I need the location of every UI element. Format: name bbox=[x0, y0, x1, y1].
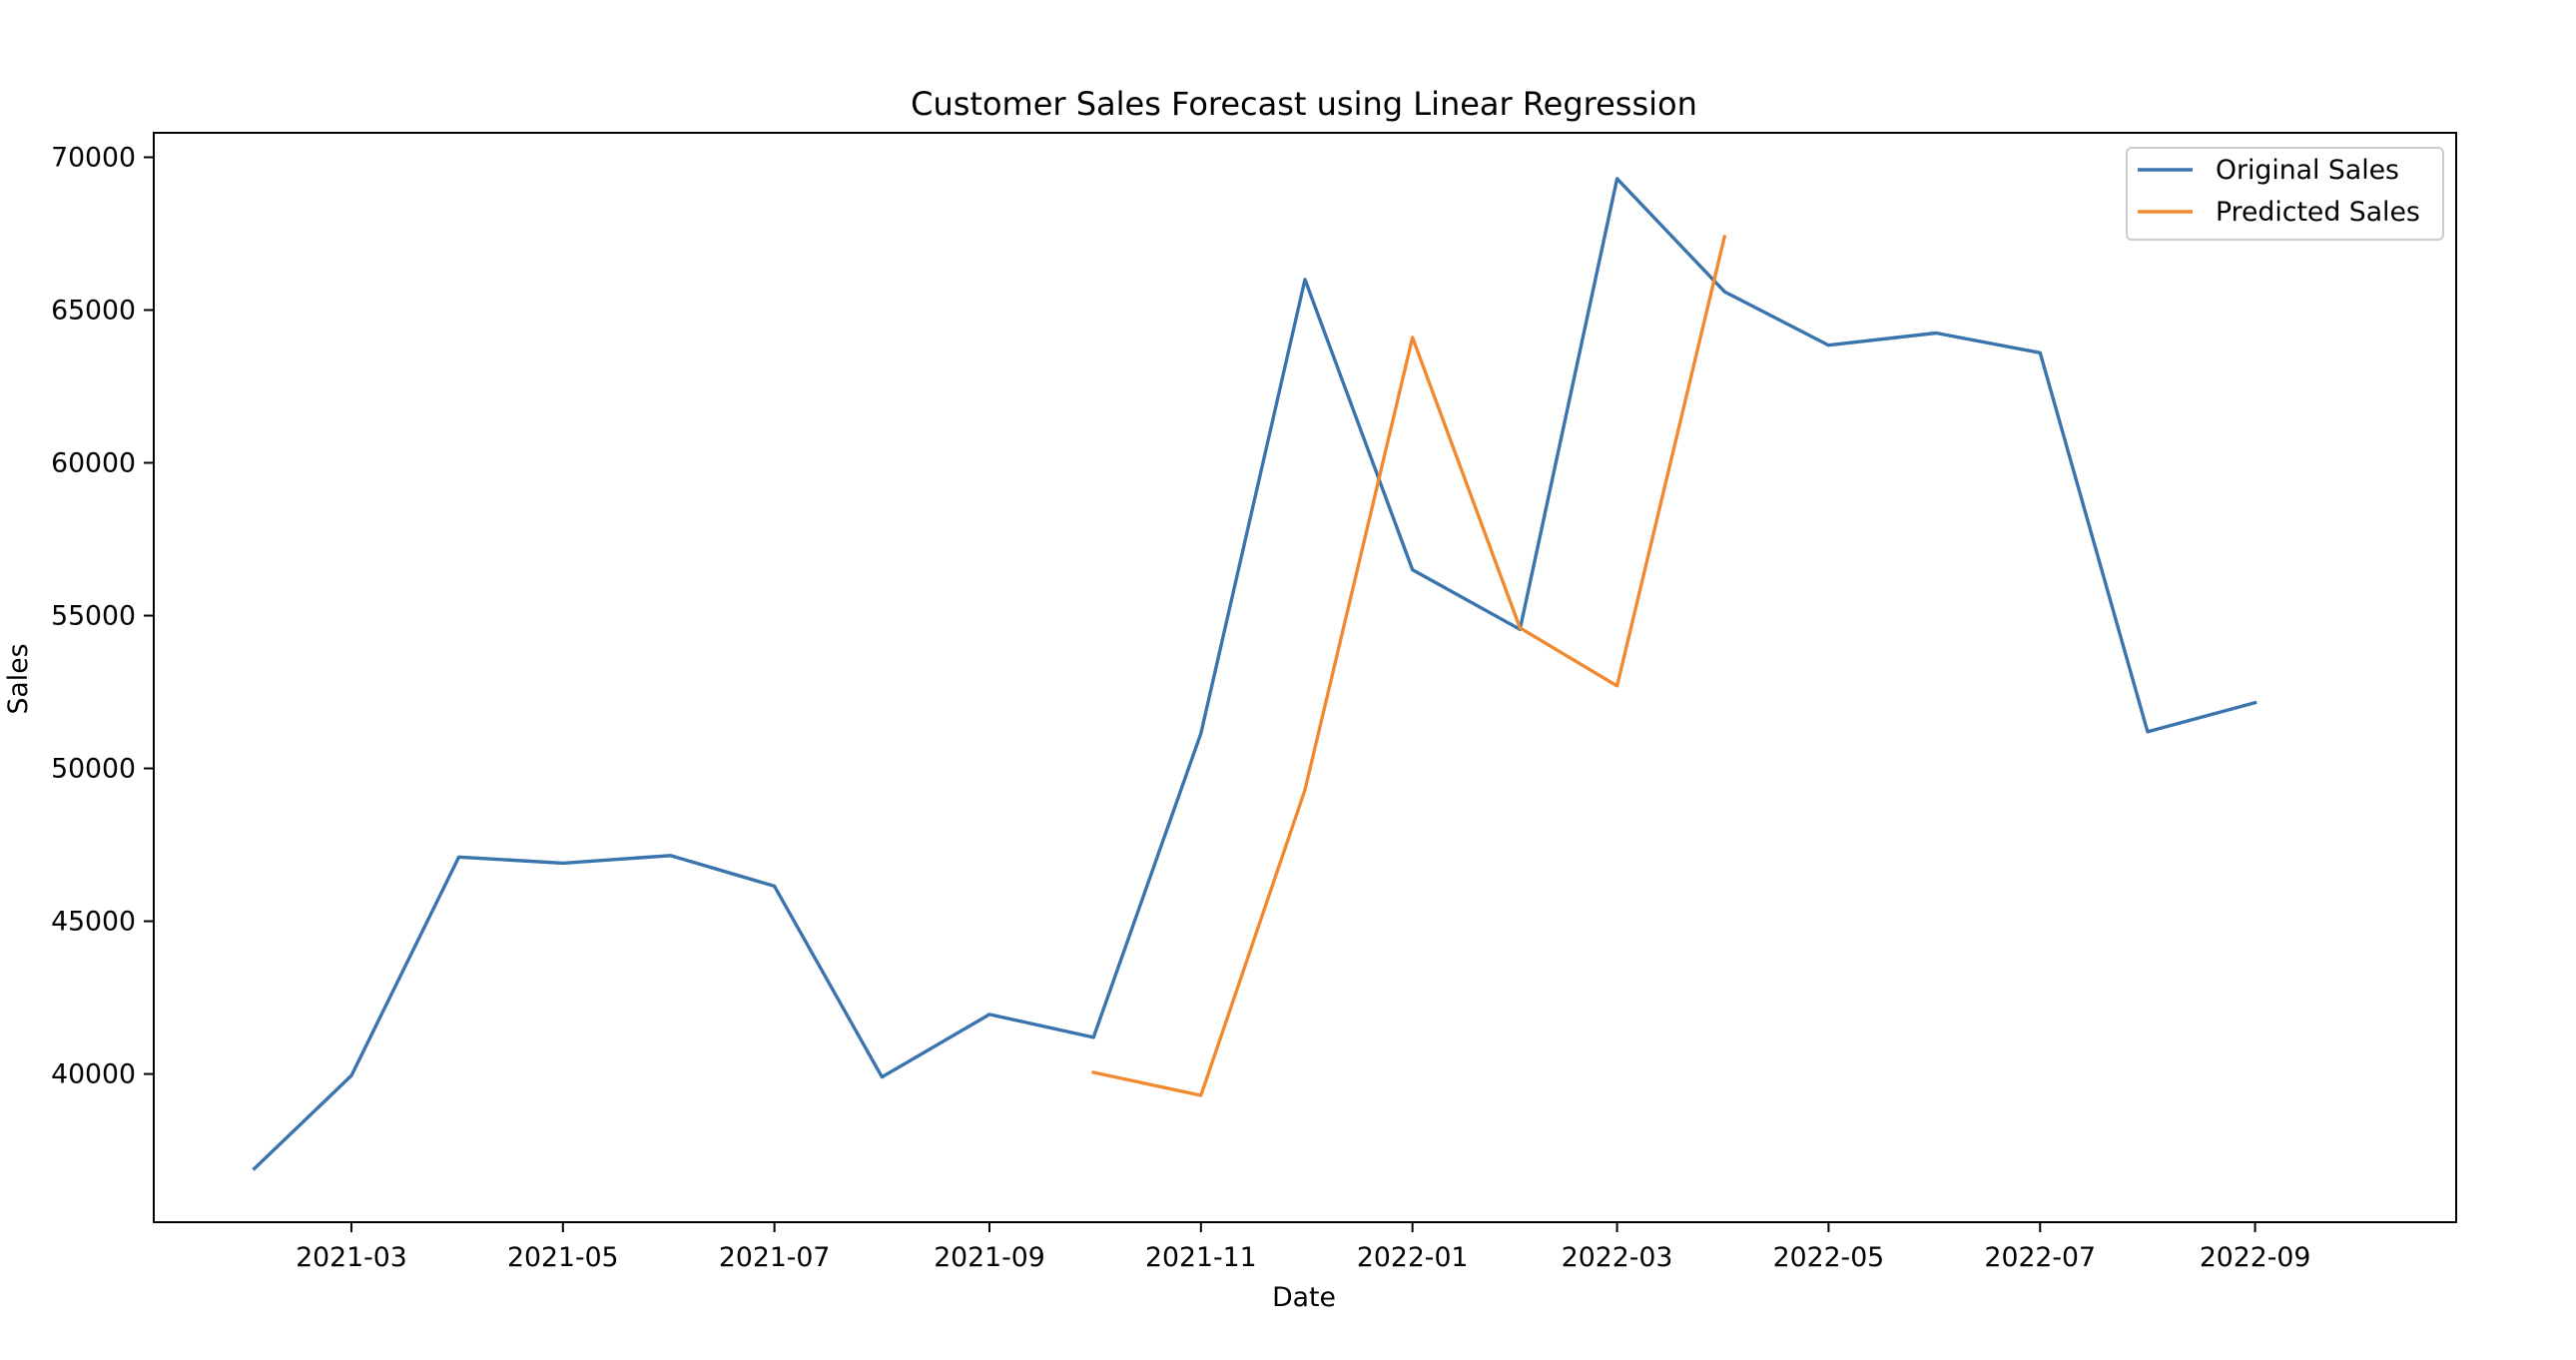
chart-title: Customer Sales Forecast using Linear Reg… bbox=[911, 85, 1697, 123]
x-axis-ticks: 2021-03 2021-05 2021-07 2021-09 2021-11 2022-… bbox=[296, 1222, 2310, 1273]
axes: 2021-03 2021-05 2021-07 2021-09 2021-11 2022-… bbox=[51, 132, 2457, 1273]
y-axis-label: Sales bbox=[3, 643, 34, 714]
series-line-original-sales bbox=[252, 177, 2257, 1171]
y-tick-label: 55000 bbox=[51, 601, 136, 632]
axes-frame bbox=[153, 132, 2457, 1223]
y-tick-label: 40000 bbox=[51, 1059, 136, 1090]
y-tick-label: 60000 bbox=[51, 448, 136, 479]
x-tick-label: 2022-07 bbox=[1984, 1242, 2096, 1273]
y-axis-ticks: 40000 45000 50000 55000 60000 65000 70000 bbox=[51, 142, 154, 1090]
x-tick-label: 2022-09 bbox=[2200, 1242, 2311, 1273]
x-tick-label: 2021-11 bbox=[1145, 1242, 1257, 1273]
y-tick-label: 50000 bbox=[51, 754, 136, 785]
legend-box bbox=[2126, 147, 2444, 241]
x-tick-label: 2021-03 bbox=[296, 1242, 407, 1273]
y-tick-label: 70000 bbox=[51, 142, 136, 173]
x-tick-label: 2021-09 bbox=[934, 1242, 1045, 1273]
y-tick-label: 45000 bbox=[51, 907, 136, 938]
legend: Original Sales Predicted Sales bbox=[2126, 147, 2444, 241]
x-tick-label: 2021-07 bbox=[719, 1242, 831, 1273]
x-tick-label: 2022-03 bbox=[1562, 1242, 1673, 1273]
legend-label-original-sales: Original Sales bbox=[2216, 155, 2399, 186]
x-tick-label: 2022-01 bbox=[1357, 1242, 1469, 1273]
x-tick-label: 2022-05 bbox=[1773, 1242, 1885, 1273]
x-tick-label: 2021-05 bbox=[507, 1242, 619, 1273]
x-axis-label: Date bbox=[1272, 1282, 1336, 1313]
plot-area bbox=[252, 177, 2257, 1171]
legend-label-predicted-sales: Predicted Sales bbox=[2216, 197, 2420, 228]
y-tick-label: 65000 bbox=[51, 295, 136, 326]
series-line-predicted-sales bbox=[1091, 235, 1727, 1097]
